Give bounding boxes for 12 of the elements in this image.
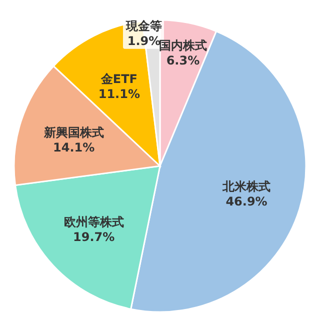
- slice-label: 北米株式: [222, 180, 271, 194]
- data-label: 6.3%: [166, 53, 200, 68]
- data-label: 46.9%: [226, 194, 268, 209]
- data-label: 1.9%: [127, 34, 161, 48]
- slice-label: 現金等: [124, 18, 162, 33]
- slice-label: 国内株式: [158, 38, 207, 52]
- slice-label: 新興国株式: [42, 125, 104, 140]
- data-label: 14.1%: [53, 140, 95, 154]
- data-label: 19.7%: [73, 230, 115, 244]
- slice-label: 欧州等株式: [64, 214, 124, 229]
- slice-label: 金ETF: [100, 72, 138, 86]
- data-label: 11.1%: [98, 87, 140, 102]
